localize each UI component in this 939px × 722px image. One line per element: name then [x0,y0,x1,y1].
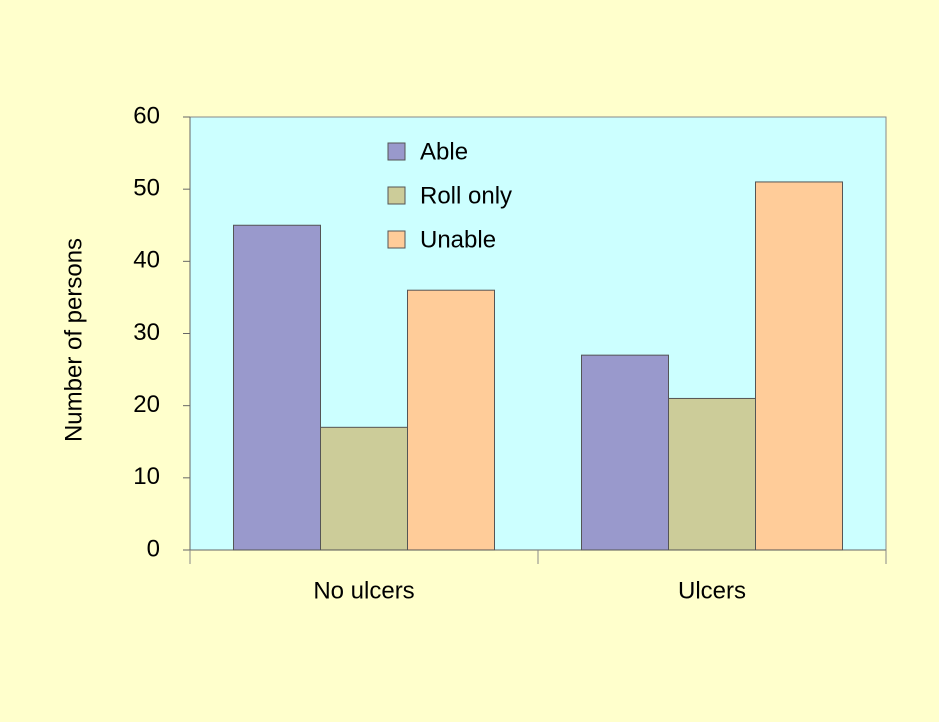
y-tick-label: 10 [133,463,160,490]
bar [407,289,495,551]
x-tick-label: Ulcers [678,577,746,604]
bar [581,354,669,551]
y-tick-label: 40 [133,247,160,274]
bar [233,224,321,551]
legend-swatch [387,186,406,205]
bar [320,426,408,551]
y-tick-label: 50 [133,175,160,202]
legend-swatch [387,230,406,249]
legend-label: Able [420,138,468,165]
x-tick-label: No ulcers [313,577,414,604]
legend-label: Roll only [420,182,512,209]
y-tick-label: 60 [133,102,160,129]
bar [668,397,756,551]
y-tick-label: 20 [133,391,160,418]
bar [755,181,843,551]
y-tick-label: 0 [147,535,160,562]
y-axis-label: Number of persons [60,238,87,442]
legend-swatch [387,142,406,161]
y-tick-label: 30 [133,319,160,346]
legend-label: Unable [420,226,496,253]
